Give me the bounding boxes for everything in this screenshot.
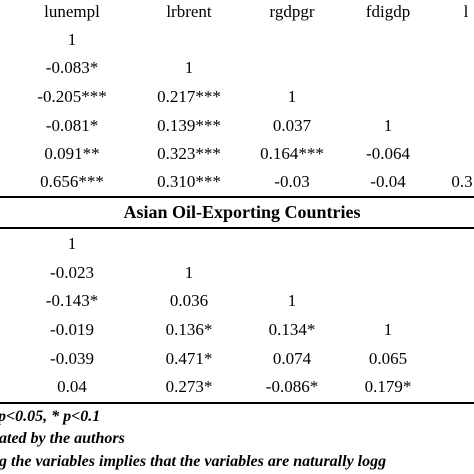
cell-s2-r3-c3: 1	[383, 320, 393, 339]
cell-s1-r2-c0: -0.205***	[37, 87, 107, 106]
cell-s2-r3-c2: 0.134*	[268, 320, 316, 339]
cell-s2-r2-c0: -0.143*	[45, 291, 99, 310]
cell-s2-r5-c2: -0.086*	[265, 377, 319, 396]
cell-s1-r2-c1: 0.217***	[157, 87, 221, 106]
cell-s2-r5-c0: 0.04	[57, 377, 87, 396]
cell-s1-r5-c2: -0.03	[274, 172, 310, 191]
cell-s2-r5-c1: 0.273*	[165, 377, 213, 396]
column-header-lrbrent: lrbrent	[166, 2, 212, 21]
column-header-l: l	[463, 2, 469, 21]
cell-s1-r1-c1: 1	[184, 58, 194, 77]
cell-s1-r5-c3: -0.04	[370, 172, 406, 191]
cell-s1-r3-c1: 0.139***	[157, 116, 221, 135]
cell-s1-r5-c4: 0.3	[451, 172, 473, 191]
cell-s2-r4-c2: 0.074	[272, 349, 312, 368]
section2-title: Asian Oil-Exporting Countries	[123, 202, 361, 222]
cell-s1-r3-c3: 1	[383, 116, 393, 135]
cell-s2-r1-c1: 1	[184, 263, 194, 282]
cell-s1-r5-c1: 0.310***	[157, 172, 221, 191]
cell-s2-r3-c0: -0.019	[50, 320, 94, 339]
cell-s1-r0-c0: 1	[67, 30, 77, 49]
cell-s2-r4-c3: 0.065	[368, 349, 408, 368]
cell-s1-r3-c2: 0.037	[272, 116, 312, 135]
cell-s1-r2-c2: 1	[287, 87, 297, 106]
table-bottom-rule	[0, 402, 474, 404]
section-rule-bottom	[0, 227, 474, 229]
cell-s2-r2-c2: 1	[287, 291, 297, 310]
cell-s2-r1-c0: -0.023	[50, 263, 94, 282]
column-header-fdigdp: fdigdp	[365, 2, 411, 21]
cell-s1-r4-c0: 0.091**	[44, 144, 100, 163]
cell-s2-r4-c0: -0.039	[50, 349, 94, 368]
cell-s2-r3-c1: 0.136*	[165, 320, 213, 339]
note-source: ated by the authors	[0, 430, 125, 447]
cell-s2-r4-c1: 0.471*	[165, 349, 213, 368]
cell-s1-r5-c0: 0.656***	[40, 172, 104, 191]
cell-s1-r4-c2: 0.164***	[260, 144, 324, 163]
cell-s2-r2-c1: 0.036	[169, 291, 209, 310]
cell-s2-r5-c3: 0.179*	[364, 377, 412, 396]
cell-s2-r0-c0: 1	[67, 234, 77, 253]
cell-s1-r1-c0: -0.083*	[45, 58, 99, 77]
note-significance: p<0.05, * p<0.1	[0, 408, 101, 425]
column-header-lunempl: lunempl	[44, 2, 100, 21]
note-log-variables: g the variables implies that the variabl…	[0, 453, 387, 470]
cell-s1-r4-c3: -0.064	[366, 144, 410, 163]
cell-s1-r3-c0: -0.081*	[45, 116, 99, 135]
section-rule-top	[0, 196, 474, 198]
column-header-rgdpgr: rgdpgr	[269, 2, 315, 21]
cell-s1-r4-c1: 0.323***	[157, 144, 221, 163]
